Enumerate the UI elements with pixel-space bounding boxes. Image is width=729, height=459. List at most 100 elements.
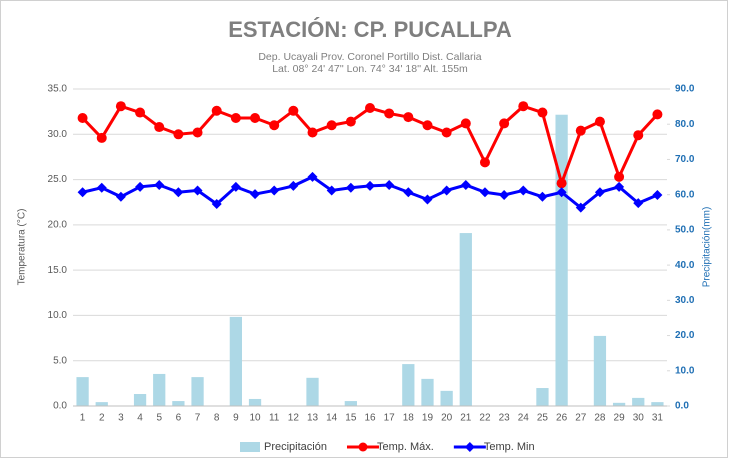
y2-tick-label: 80.0: [675, 119, 695, 130]
legend-swatch: [358, 442, 368, 452]
marker: [345, 182, 356, 193]
legend-swatch: [240, 442, 260, 452]
marker: [652, 109, 663, 120]
marker: [192, 127, 203, 138]
marker: [403, 187, 414, 198]
marker: [575, 125, 586, 136]
marker: [230, 112, 241, 123]
marker: [326, 185, 337, 196]
y-tick-label: 35.0: [48, 84, 68, 95]
bar: [248, 398, 262, 406]
marker: [614, 171, 625, 182]
x-tick-label: 17: [384, 413, 396, 424]
bar: [402, 364, 415, 406]
marker: [154, 180, 165, 191]
y-tick-label: 30.0: [48, 129, 68, 140]
chart-title: ESTACIÓN: CP. PUCALLPA: [228, 17, 512, 42]
x-tick-label: 14: [326, 413, 338, 424]
bar: [76, 377, 89, 406]
bar: [191, 377, 204, 406]
marker: [326, 120, 337, 131]
marker: [115, 191, 126, 202]
marker: [173, 187, 184, 198]
x-tick-label: 31: [652, 413, 664, 424]
chart-subtitle: Dep. Ucayali Prov. Coronel Portillo Dist…: [258, 51, 481, 63]
x-tick-label: 13: [307, 413, 319, 424]
marker: [173, 129, 184, 140]
x-tick-label: 1: [80, 413, 86, 424]
x-tick-label: 10: [249, 413, 261, 424]
bar: [651, 402, 664, 406]
marker: [460, 118, 471, 129]
y2-tick-label: 20.0: [675, 330, 695, 341]
x-tick-label: 2: [99, 413, 105, 424]
bar: [459, 233, 472, 406]
x-tick-label: 26: [556, 413, 568, 424]
marker: [537, 107, 548, 118]
marker: [633, 130, 644, 141]
marker: [115, 101, 126, 112]
bar: [344, 401, 357, 406]
marker: [269, 120, 280, 131]
x-tick-label: 18: [403, 413, 415, 424]
bar: [555, 114, 568, 406]
x-tick-label: 24: [518, 413, 530, 424]
x-tick-label: 6: [176, 413, 182, 424]
bar: [536, 388, 549, 406]
legend-label: Temp. Máx.: [377, 441, 434, 453]
y-tick-label: 15.0: [48, 265, 68, 276]
y2-tick-label: 10.0: [675, 365, 695, 376]
marker: [460, 180, 471, 191]
marker: [633, 198, 644, 209]
y2-tick-label: 0.0: [675, 401, 689, 412]
y-tick-label: 5.0: [53, 355, 67, 366]
x-tick-label: 5: [156, 413, 162, 424]
x-tick-label: 23: [499, 413, 511, 424]
marker: [77, 187, 88, 198]
marker: [422, 194, 433, 205]
marker: [307, 127, 318, 138]
chart-subtitle: Lat. 08° 24' 47'' Lon. 74° 34' 18'' Alt.…: [272, 63, 468, 75]
marker: [384, 108, 395, 119]
x-tick-label: 29: [614, 413, 626, 424]
x-tick-label: 30: [633, 413, 645, 424]
bar: [440, 390, 453, 406]
y-tick-label: 25.0: [48, 174, 68, 185]
legend-label: Temp. Min: [484, 441, 535, 453]
x-tick-label: 27: [575, 413, 587, 424]
x-tick-label: 12: [288, 413, 300, 424]
bar: [306, 377, 319, 406]
x-tick-label: 8: [214, 413, 220, 424]
x-tick-label: 4: [137, 413, 143, 424]
marker: [288, 105, 299, 116]
marker: [288, 180, 299, 191]
marker: [345, 116, 356, 127]
bar: [133, 394, 147, 406]
marker: [365, 180, 375, 191]
x-tick-label: 21: [460, 413, 472, 424]
marker: [211, 199, 222, 210]
marker: [96, 182, 107, 193]
x-tick-label: 16: [364, 413, 376, 424]
marker: [652, 189, 663, 200]
bar: [593, 335, 607, 406]
y-tick-label: 20.0: [48, 219, 68, 230]
y2-axis-title: Precipitación(mm): [702, 207, 713, 288]
marker: [135, 181, 146, 192]
y2-tick-label: 90.0: [675, 84, 695, 95]
marker: [250, 112, 261, 123]
legend-swatch: [464, 442, 475, 452]
x-tick-label: 22: [479, 413, 491, 424]
marker: [211, 105, 222, 116]
bar: [612, 402, 626, 406]
x-tick-label: 9: [233, 413, 239, 424]
x-tick-label: 20: [441, 413, 453, 424]
marker: [365, 103, 375, 114]
marker: [499, 118, 510, 129]
bar: [632, 397, 645, 406]
marker: [403, 112, 414, 123]
bar: [421, 378, 434, 406]
x-tick-label: 3: [118, 413, 124, 424]
y2-tick-label: 50.0: [675, 225, 695, 236]
